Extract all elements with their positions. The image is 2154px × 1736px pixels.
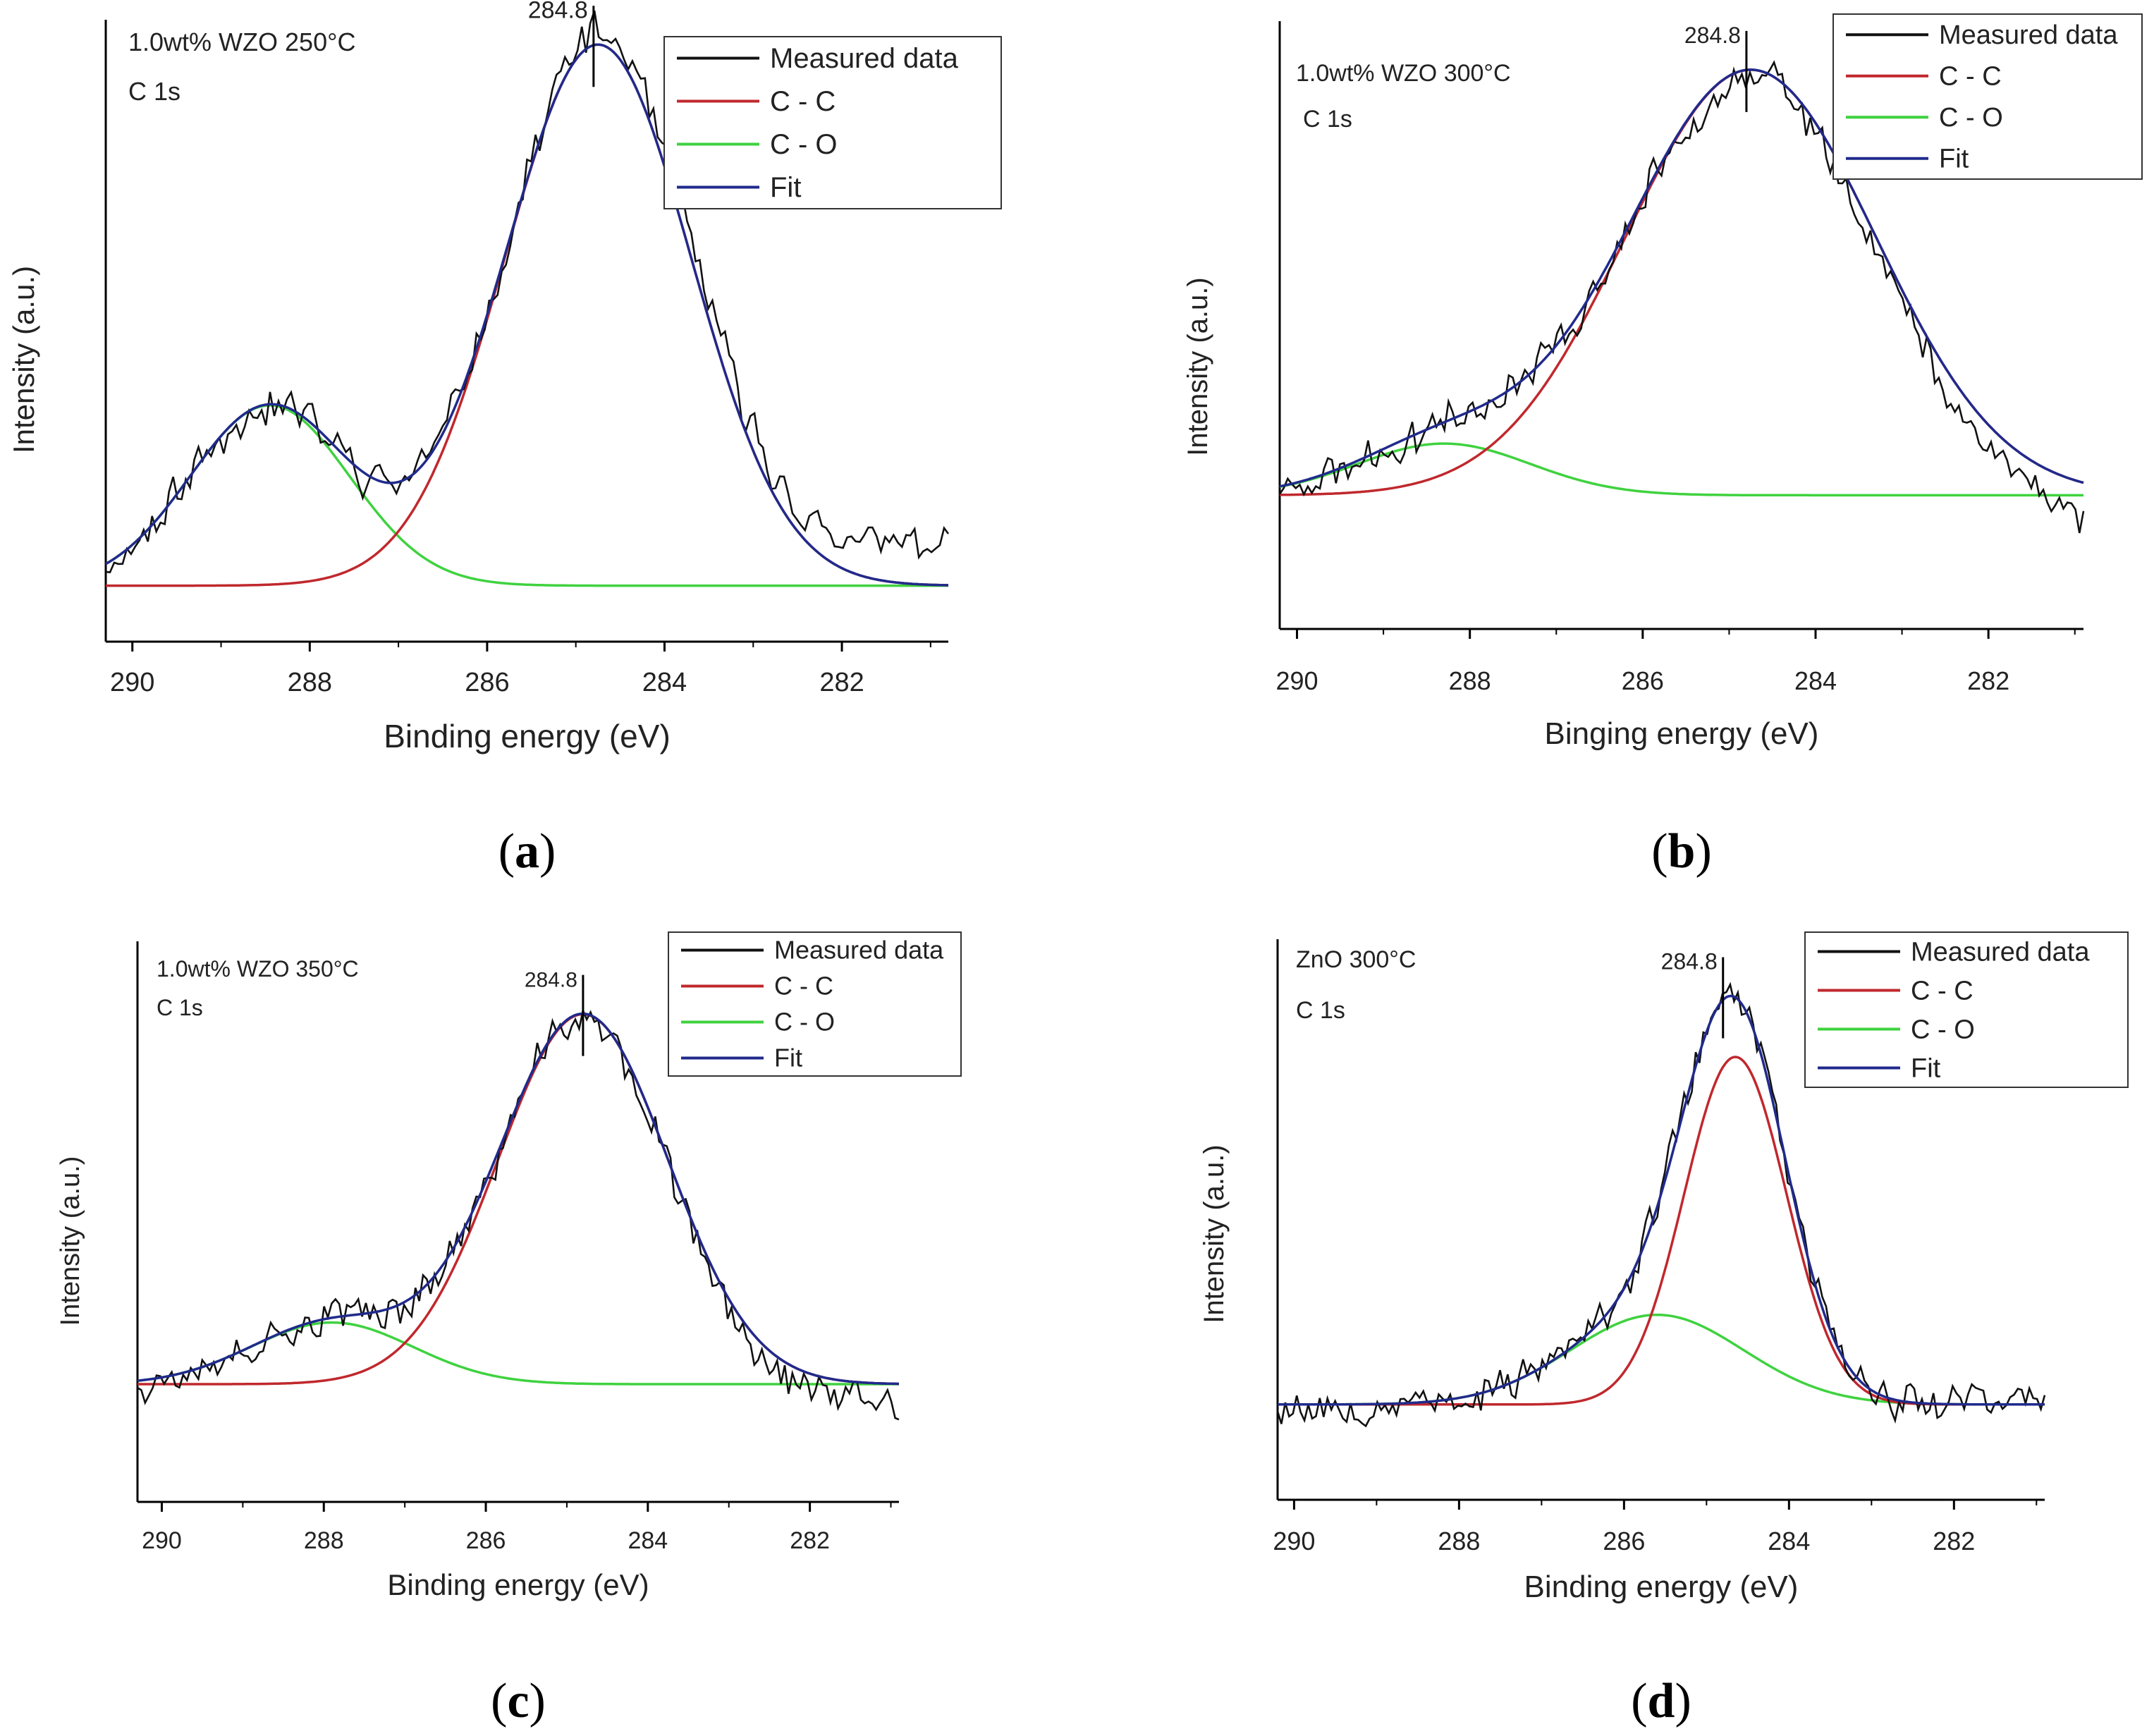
legend-entry: Measured data [774,936,944,965]
panel-label-c: (c) [491,1674,546,1728]
sample-label: 1.0wt% WZO 250°C [128,27,356,56]
y-axis-label: Intensity (a.u.) [56,1156,85,1326]
series-c-o-line [137,1321,899,1386]
chart-panel-c: 290 288 286 284 282 Binding energy (eV) Intens… [56,931,962,1601]
panel-label-paren-close: ) [1675,1674,1691,1728]
legend-entry: Measured data [770,43,959,74]
x-tick-label: 282 [1967,666,2009,695]
legend-entry: Measured data [1939,20,2118,50]
x-tick-label: 290 [1273,1527,1315,1555]
legend-entry: C - C [774,972,833,1001]
legend: Measured data C - C C - O Fit [663,36,1002,209]
series-measured-line [1278,60,2085,534]
y-axis-label: Intensity (a.u.) [1199,1144,1230,1323]
panel-label-b: (b) [1651,824,1712,879]
peak-marker-label: 284.8 [528,0,588,23]
legend-entry: C - C [770,86,836,117]
legend-box [1804,931,2129,1088]
x-tick-label: 288 [288,668,332,697]
x-tick-label: 290 [142,1527,182,1554]
series-fit-line [105,43,949,587]
x-tick-label: 282 [819,668,864,697]
panel-label-paren-open: ( [498,824,515,879]
legend-entry: C - C [1911,976,1974,1005]
legend-entry: C - O [1939,103,2003,133]
series-c-o-line [1279,442,2083,497]
legend-entry: C - O [770,129,838,160]
legend-box [663,36,1002,209]
legend-entry: Fit [770,172,801,203]
x-tick-label: 288 [1438,1527,1480,1555]
sample-label: 1.0wt% WZO 350°C [157,956,359,982]
legend-entry: Fit [774,1044,802,1072]
y-axis-label: Intensity (a.u.) [1182,277,1213,456]
series-c-o-line [1278,1313,2045,1406]
x-tick-label: 282 [1933,1527,1975,1555]
x-tick-label: 286 [1622,666,1664,695]
legend-entry: C - O [774,1008,835,1037]
legend-entry: Fit [1911,1053,1941,1083]
panel-label-d: (d) [1631,1674,1691,1728]
x-tick-label: 290 [110,668,154,697]
peak-marker-label: 284.8 [1661,948,1718,974]
legend: Measured data C - C C - O Fit [668,931,962,1077]
panel-label-a: (a) [498,824,556,879]
chart-panel-a: 290 288 286 284 282 Binding energy (eV) Intens… [7,0,1002,754]
region-label: C 1s [128,77,180,106]
series-fit-line [1278,994,2045,1406]
x-tick-label: 288 [1449,666,1491,695]
region-label: C 1s [157,995,203,1020]
sample-label: 1.0wt% WZO 300°C [1296,60,1511,87]
chart-panel-d: 290 288 286 284 282 Binding energy (eV) Intens… [1199,931,2129,1604]
panel-label-paren-open: ( [1631,1674,1647,1728]
panel-label-letter: b [1668,824,1696,879]
x-tick-label: 288 [304,1527,344,1554]
x-tick-label: 284 [628,1527,668,1554]
legend-entry: C - O [1911,1015,1975,1044]
panel-label-paren-close: ) [539,824,556,879]
chart-panel-b: 290 288 286 284 282 Binging energy (eV) Intens… [1182,13,2143,751]
legend-box [1832,13,2143,180]
legend-entry: C - C [1939,62,2002,92]
x-tick-label: 290 [1275,666,1318,695]
x-tick-label: 284 [1794,666,1837,695]
legend: Measured data C - C C - O Fit [1832,13,2143,180]
x-tick-label: 284 [1768,1527,1810,1555]
panel-label-paren-open: ( [491,1674,507,1728]
x-tick-label: 282 [790,1527,830,1554]
legend: Measured data C - C C - O Fit [1804,931,2129,1088]
x-axis-label: Binging energy (eV) [1545,716,1819,751]
peak-marker-label: 284.8 [525,969,577,992]
series-fit-line [137,1012,899,1386]
series-fit-line [1279,68,2084,488]
region-label: C 1s [1303,106,1352,133]
x-tick-label: 284 [642,668,687,697]
panel-label-letter: a [515,824,539,879]
y-axis-label: Intensity (a.u.) [7,266,40,453]
series-c-c-line [1278,1056,2045,1406]
region-label: C 1s [1296,997,1345,1024]
series-measured-line [105,10,950,573]
x-tick-label: 286 [465,668,509,697]
peak-marker-label: 284.8 [1684,23,1741,48]
sample-label: ZnO 300°C [1296,946,1416,973]
panel-label-paren-open: ( [1651,824,1667,879]
x-tick-label: 286 [1603,1527,1645,1555]
series-measured-line [137,1007,900,1421]
x-axis-label: Binding energy (eV) [1524,1570,1799,1604]
x-tick-label: 286 [466,1527,506,1554]
legend-entry: Fit [1939,145,1969,174]
panel-label-letter: c [507,1674,529,1728]
panel-label-paren-close: ) [1695,824,1711,879]
panel-label-letter: d [1648,1674,1675,1728]
x-axis-label: Binding energy (eV) [384,718,671,754]
legend-entry: Measured data [1911,937,2090,967]
x-axis-label: Binding energy (eV) [387,1568,649,1601]
legend-box [668,931,962,1077]
panel-label-paren-close: ) [530,1674,546,1728]
